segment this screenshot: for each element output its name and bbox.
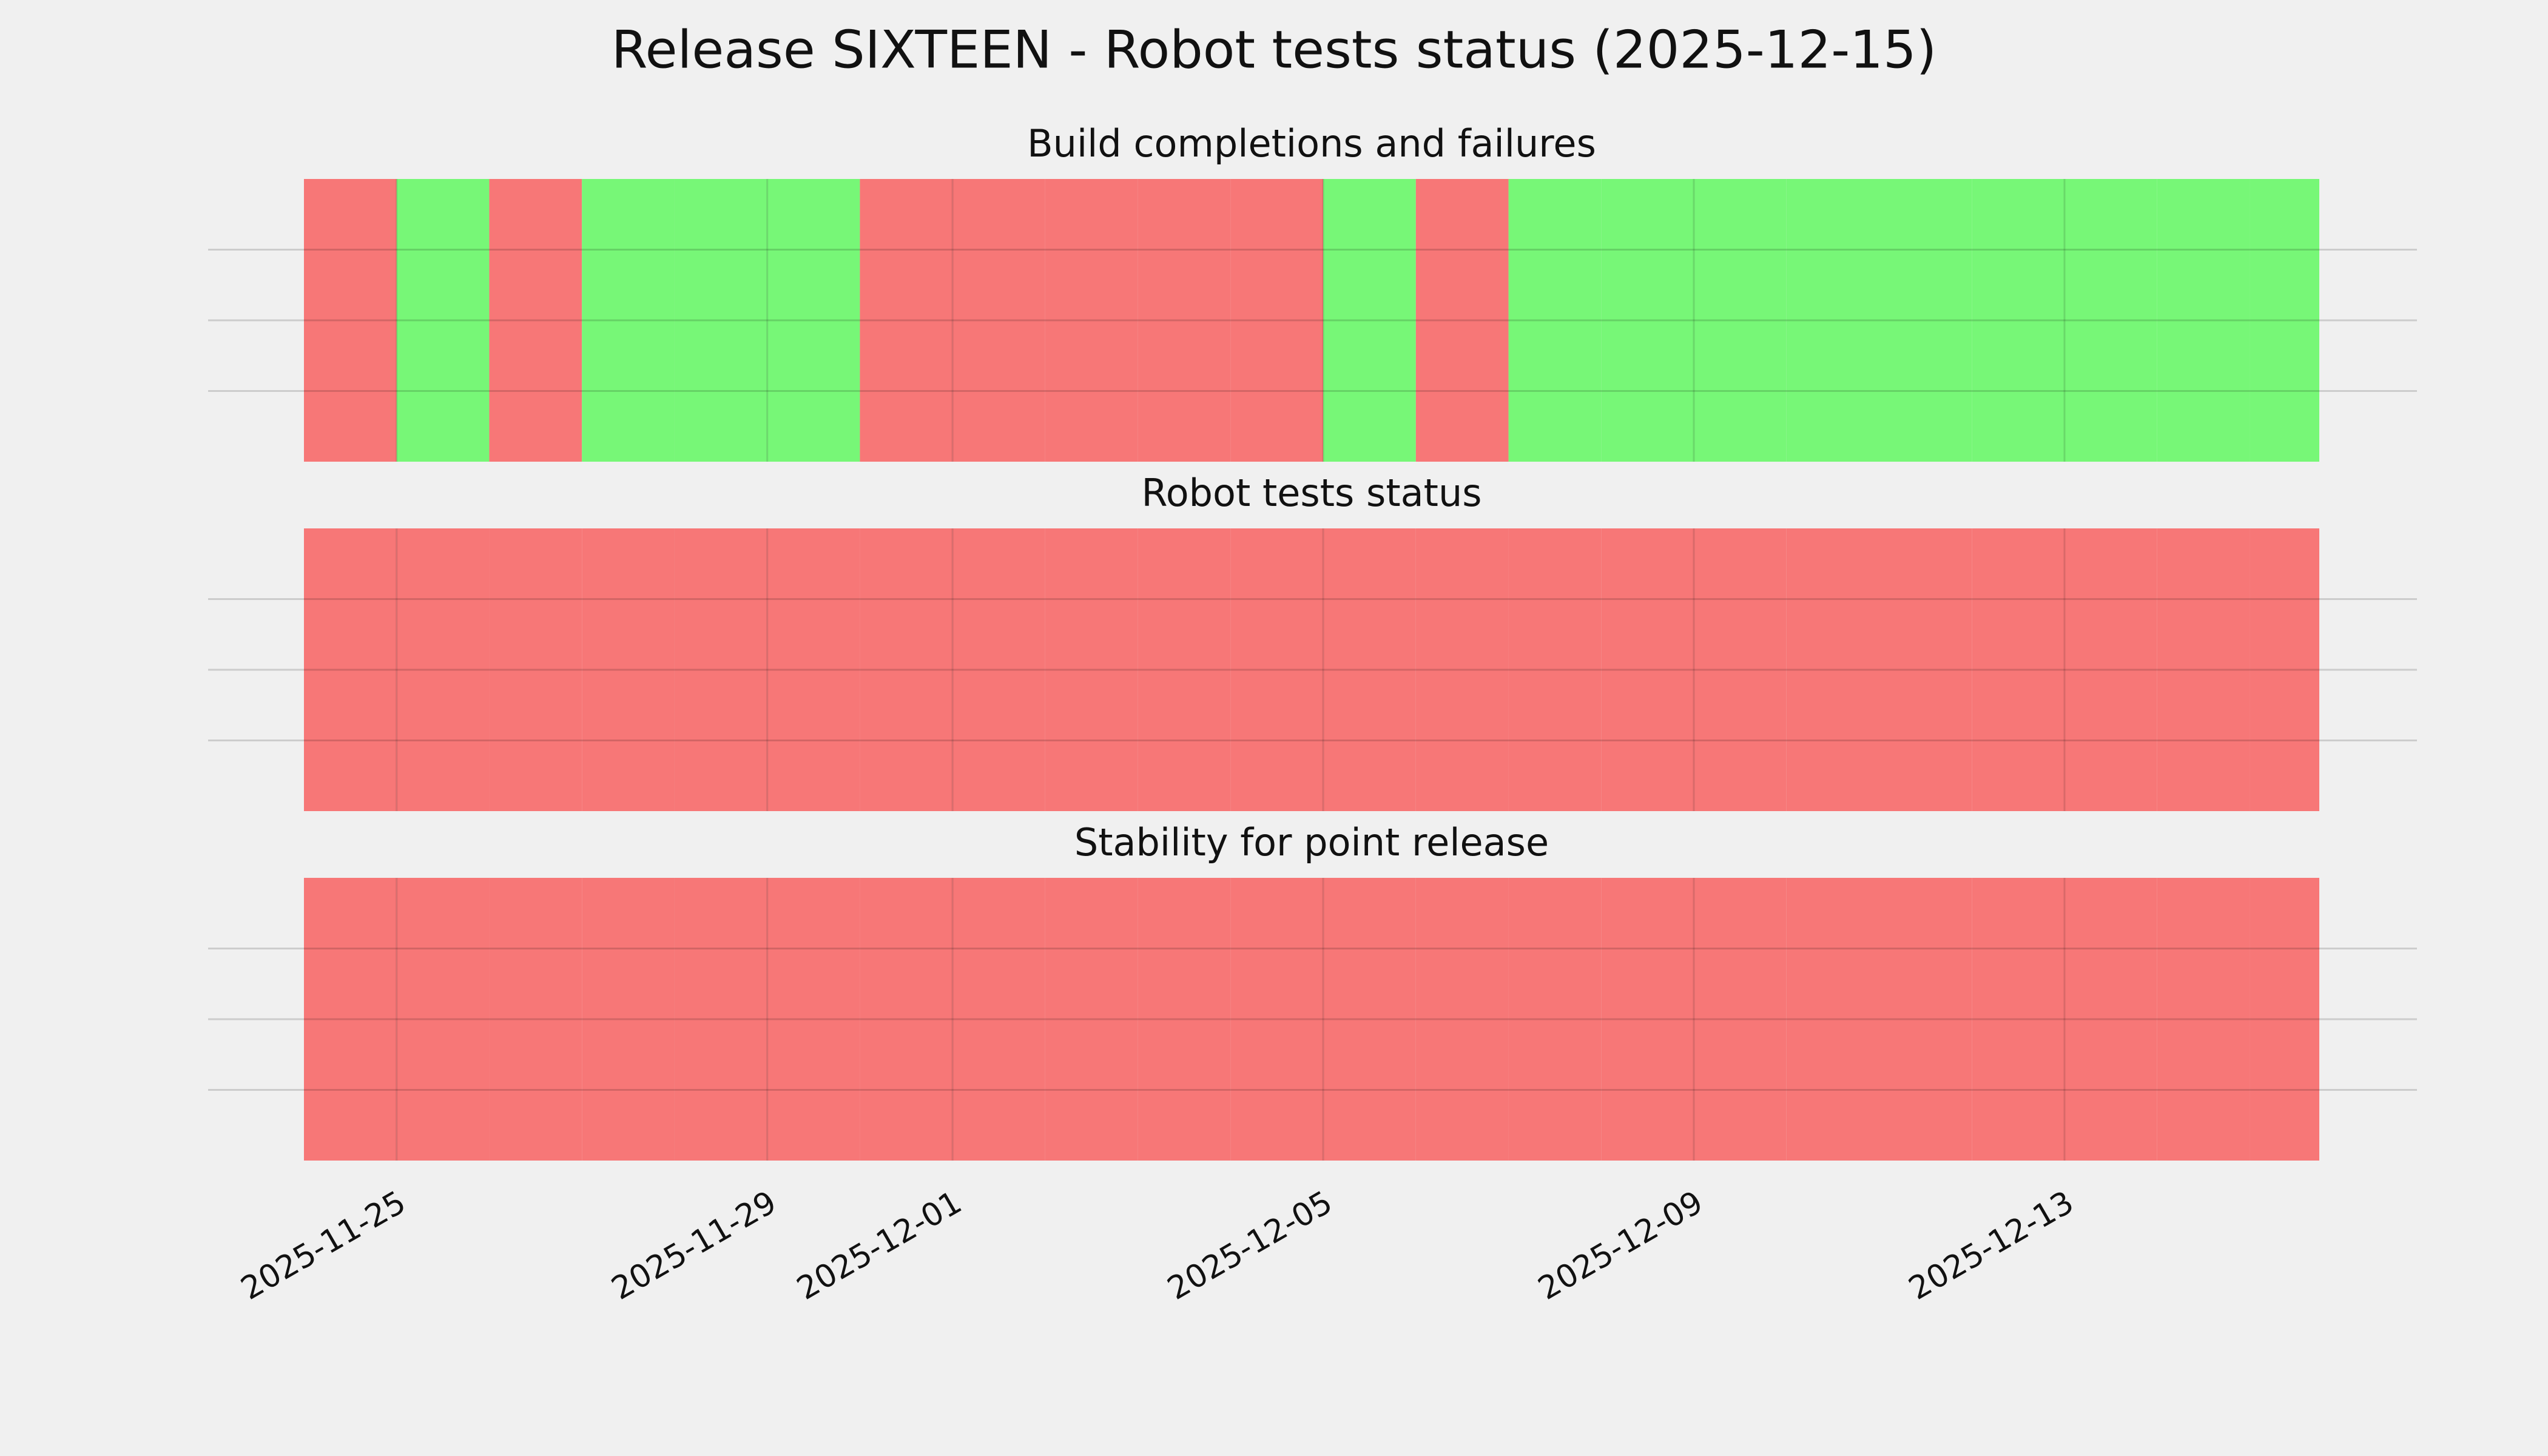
status-bar [767,878,860,1161]
panel-title: Robot tests status [1141,471,1481,515]
status-bar [860,528,953,811]
status-bar [1230,179,1324,462]
status-bar [489,878,582,1161]
status-bar [2250,528,2319,811]
status-bar [1508,878,1602,1161]
status-bar [1694,179,1787,462]
status-bar [304,528,397,811]
status-bar [304,179,397,462]
status-bar [1138,179,1231,462]
status-bar [1972,179,2064,462]
status-bar [1879,179,1972,462]
status-bar [396,528,490,811]
status-bar [1879,528,1972,811]
status-bar [489,179,582,462]
status-bar [674,179,767,462]
status-bar [582,878,675,1161]
status-bar [1508,179,1602,462]
status-bar [1045,528,1138,811]
status-bar [952,528,1045,811]
status-bar [1972,878,2064,1161]
status-bar [1694,878,1787,1161]
panel-title: Build completions and failures [1027,121,1596,166]
status-bar [1323,528,1416,811]
status-bar [396,878,490,1161]
status-bar [1694,528,1787,811]
status-bar [582,179,675,462]
status-bar [1786,179,1879,462]
status-bar [2064,179,2157,462]
status-bar [1045,179,1138,462]
status-bar [396,179,490,462]
status-bar [2250,179,2319,462]
status-bar [952,878,1045,1161]
status-bar [1601,179,1694,462]
status-bar [2064,528,2157,811]
status-bar [1415,878,1509,1161]
panel-title: Stability for point release [1074,820,1549,864]
status-bar [2157,528,2250,811]
status-bar [2157,878,2250,1161]
status-bar [1601,878,1694,1161]
status-bar [1138,878,1231,1161]
status-bar [1138,528,1231,811]
status-bar [952,179,1045,462]
status-bar [489,528,582,811]
status-bar [2064,878,2157,1161]
status-bar [1879,878,1972,1161]
status-bar [674,528,767,811]
status-bar [1415,179,1509,462]
status-bar [1972,528,2064,811]
status-bar [1786,528,1879,811]
status-bar [2157,179,2250,462]
status-bar [674,878,767,1161]
status-bar [1415,528,1509,811]
status-bar [582,528,675,811]
status-bar [2250,878,2319,1161]
status-bar [1508,528,1602,811]
status-bar [860,878,953,1161]
status-bar [860,179,953,462]
status-bar [1230,528,1324,811]
status-bar [767,179,860,462]
status-bar [304,878,397,1161]
status-bar [1323,179,1416,462]
status-bar [1323,878,1416,1161]
status-bar [767,528,860,811]
chart-title: Release SIXTEEN - Robot tests status (20… [612,19,1937,80]
status-bar [1786,878,1879,1161]
status-bar [1045,878,1138,1161]
status-bar [1230,878,1324,1161]
status-bar [1601,528,1694,811]
